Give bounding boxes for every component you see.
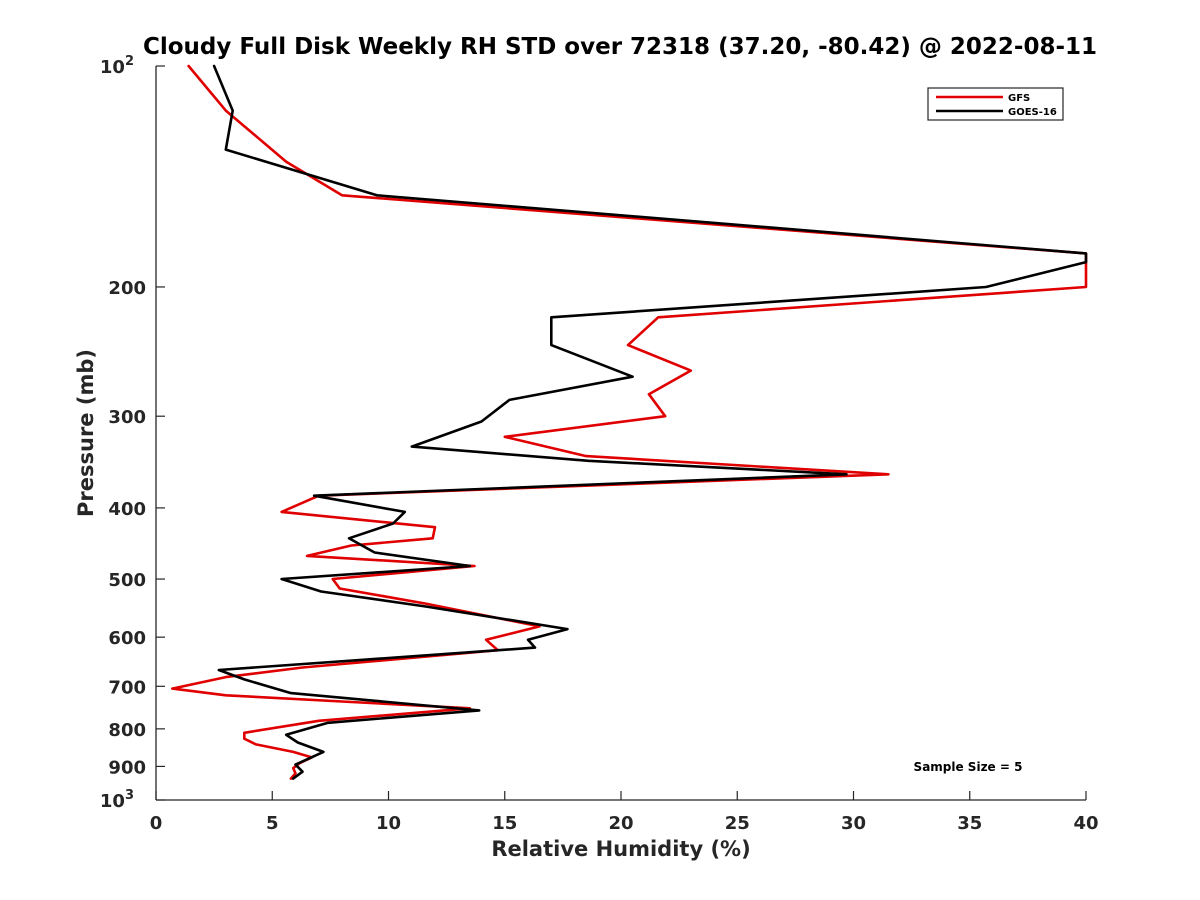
x-tick-label: 10 bbox=[376, 813, 401, 834]
series-line-goes16 bbox=[212, 64, 1088, 780]
x-tick-label: 20 bbox=[608, 813, 633, 834]
legend-label-goes16: GOES-16 bbox=[1008, 107, 1057, 118]
y-axis-ticks: 102 200 300 400 500 600 700 800 900 103 bbox=[100, 54, 165, 812]
x-tick-label: 0 bbox=[150, 813, 163, 834]
y-tick-label: 800 bbox=[108, 720, 146, 741]
x-tick-label: 25 bbox=[725, 813, 750, 834]
x-tick-label: 15 bbox=[492, 813, 517, 834]
plot-area bbox=[156, 66, 1086, 800]
y-tick-label: 700 bbox=[108, 677, 146, 698]
y-tick-label: 600 bbox=[108, 628, 146, 649]
y-tick-label: 200 bbox=[108, 278, 146, 299]
x-tick-label: 35 bbox=[957, 813, 982, 834]
y-tick-label: 900 bbox=[108, 757, 146, 778]
x-axis-label: Relative Humidity (%) bbox=[491, 837, 750, 861]
y-tick-label: 103 bbox=[100, 788, 134, 812]
legend-box bbox=[927, 87, 1064, 121]
x-tick-label: 40 bbox=[1073, 813, 1098, 834]
series-layer bbox=[171, 64, 1088, 780]
chart-title: Cloudy Full Disk Weekly RH STD over 7231… bbox=[143, 34, 1097, 60]
y-tick-label: 300 bbox=[108, 407, 146, 428]
legend-label-gfs: GFS bbox=[1008, 93, 1030, 104]
x-tick-label: 30 bbox=[841, 813, 866, 834]
x-tick-label: 5 bbox=[266, 813, 279, 834]
legend: GFS GOES-16 bbox=[927, 87, 1064, 121]
y-tick-label: 400 bbox=[108, 499, 146, 520]
plot-area-background bbox=[156, 66, 1086, 800]
series-line-gfs bbox=[171, 64, 1088, 780]
y-axis-label: Pressure (mb) bbox=[74, 349, 98, 517]
sample-size-annotation: Sample Size = 5 bbox=[914, 760, 1023, 774]
y-tick-label: 500 bbox=[108, 570, 146, 591]
y-tick-label: 102 bbox=[100, 54, 134, 78]
x-axis-ticks: 0 5 10 15 20 25 30 35 40 bbox=[150, 791, 1099, 834]
